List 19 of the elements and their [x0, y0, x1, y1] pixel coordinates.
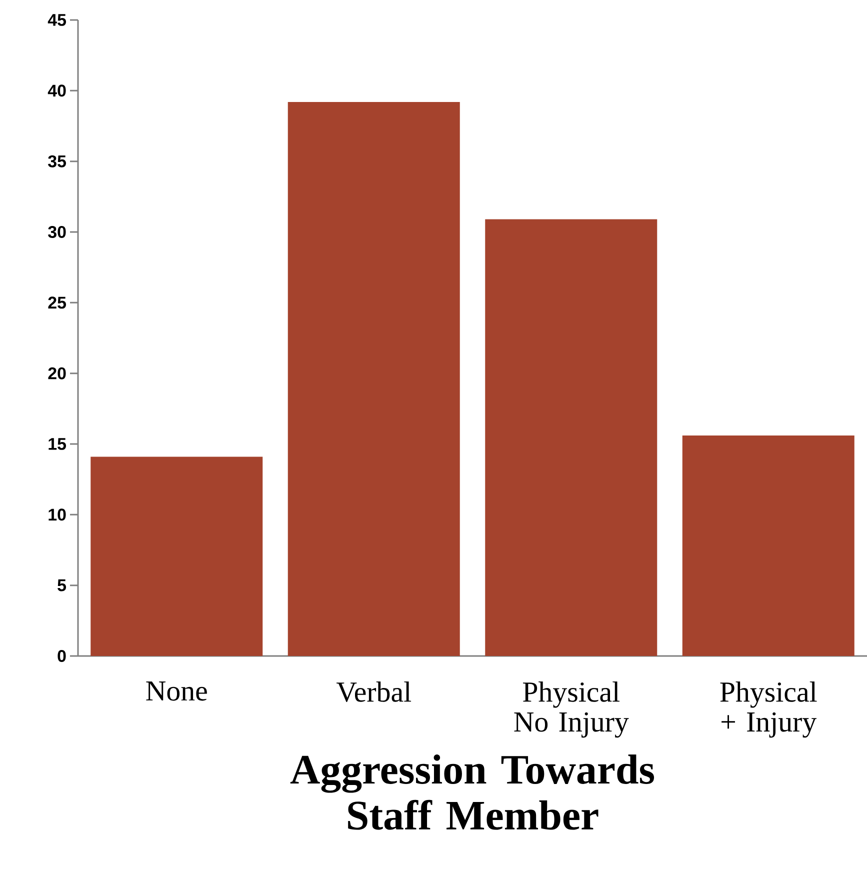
- bar: [485, 219, 658, 656]
- x-axis-title: Aggression Towards Staff Member: [290, 754, 654, 830]
- y-tick-label: 40: [48, 84, 66, 97]
- x-tick-label: Verbal: [336, 682, 412, 702]
- y-tick-label: 45: [48, 14, 66, 26]
- x-tick-label: None: [146, 682, 207, 701]
- y-tick-label: 20: [48, 367, 66, 380]
- y-tick-label: 25: [48, 296, 66, 309]
- y-tick-label: 10: [48, 508, 66, 521]
- bar: [682, 436, 854, 656]
- y-tick-label: 5: [58, 579, 66, 592]
- bar: [288, 102, 460, 656]
- y-tick-label: 15: [48, 438, 66, 450]
- y-tick-label: 0: [58, 650, 66, 662]
- x-tick-label: Physical + Injury: [720, 682, 817, 738]
- y-tick-label: 35: [48, 155, 66, 168]
- bar: [90, 456, 263, 656]
- y-tick-label: 30: [48, 226, 66, 238]
- x-tick-label: Physical No Injury: [514, 682, 629, 738]
